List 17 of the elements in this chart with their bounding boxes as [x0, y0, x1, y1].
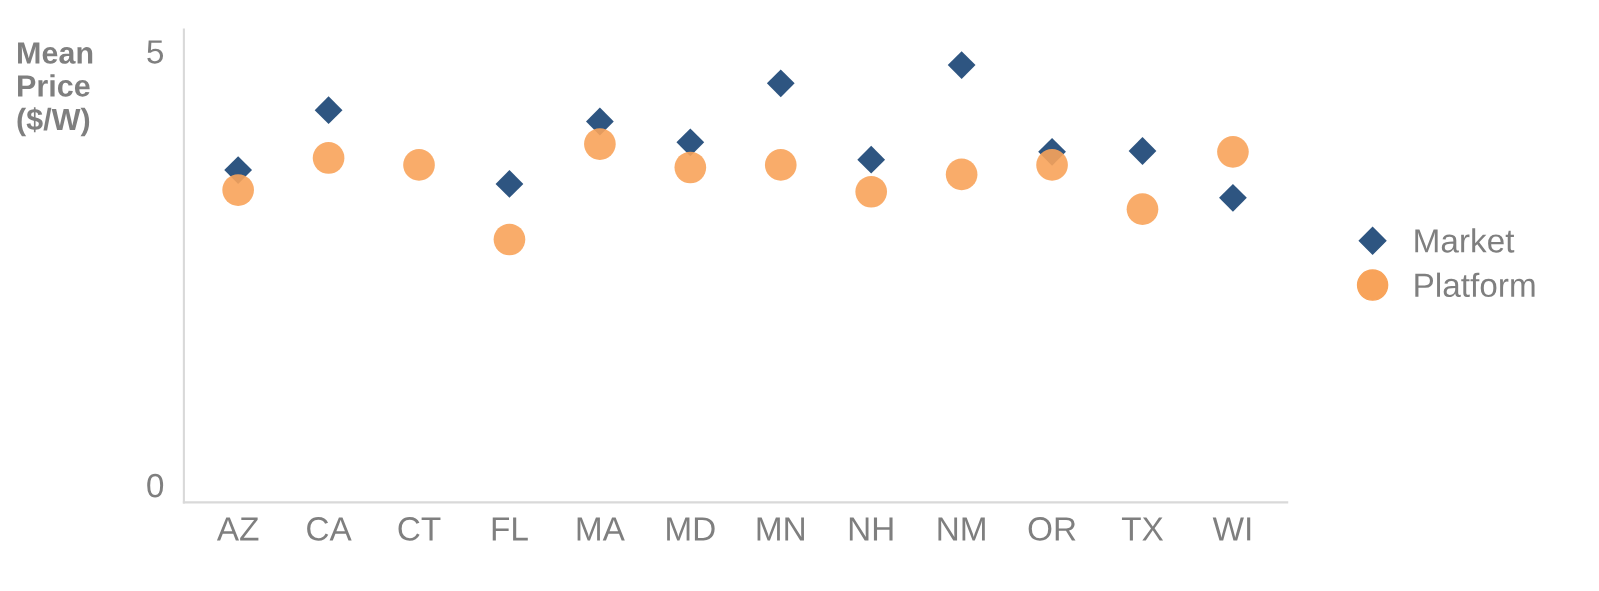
legend-label: Market: [1415, 228, 1515, 253]
y-tick-label: 5: [147, 40, 164, 64]
x-tick-label: NM: [938, 517, 985, 541]
x-tick-label: MD: [667, 517, 715, 541]
x-tick-label: NH: [849, 517, 893, 541]
y-tick-label: 0: [147, 473, 164, 498]
x-tick-label: OR: [1028, 517, 1076, 541]
y-axis-title: Mean Price ($/W): [17, 42, 93, 137]
x-tick-label: CT: [398, 517, 441, 541]
x-tick-label: WI: [1212, 517, 1251, 541]
x-tick-label: TX: [1121, 517, 1164, 541]
x-tick-label: AZ: [216, 517, 259, 541]
x-tick-label: CA: [307, 517, 352, 541]
x-tick-label: FL: [492, 517, 528, 541]
x-tick-label: MA: [577, 517, 625, 541]
x-tick-label: MN: [757, 517, 804, 541]
legend-label: Platform: [1415, 272, 1535, 298]
